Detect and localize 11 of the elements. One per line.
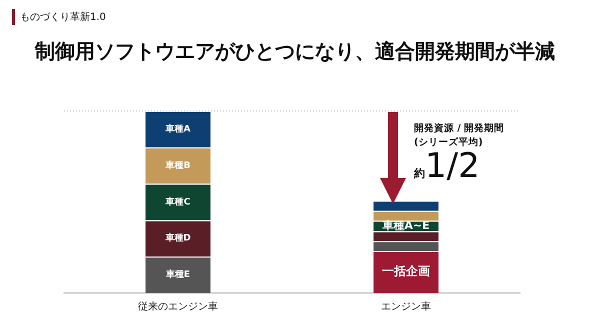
series-label: 一括企画: [382, 264, 430, 278]
x-tick-label: エンジン車: [381, 300, 431, 313]
series-label: 車種C: [164, 196, 191, 208]
annotation: 開発資源 / 開発期間 (シリーズ平均): [414, 122, 504, 150]
series-label: 車種B: [164, 160, 191, 171]
series-label: 車種D: [164, 232, 191, 244]
chart-title: 制御用ソフトウエアがひとつになり、適合開発期間が半減: [34, 38, 556, 65]
x-tick-label: 従来のエンジン車: [138, 300, 218, 313]
series-label: 車種A: [164, 124, 191, 135]
text: ものづくり革新1.0: [20, 10, 106, 24]
series-label: 車種E: [164, 269, 190, 280]
